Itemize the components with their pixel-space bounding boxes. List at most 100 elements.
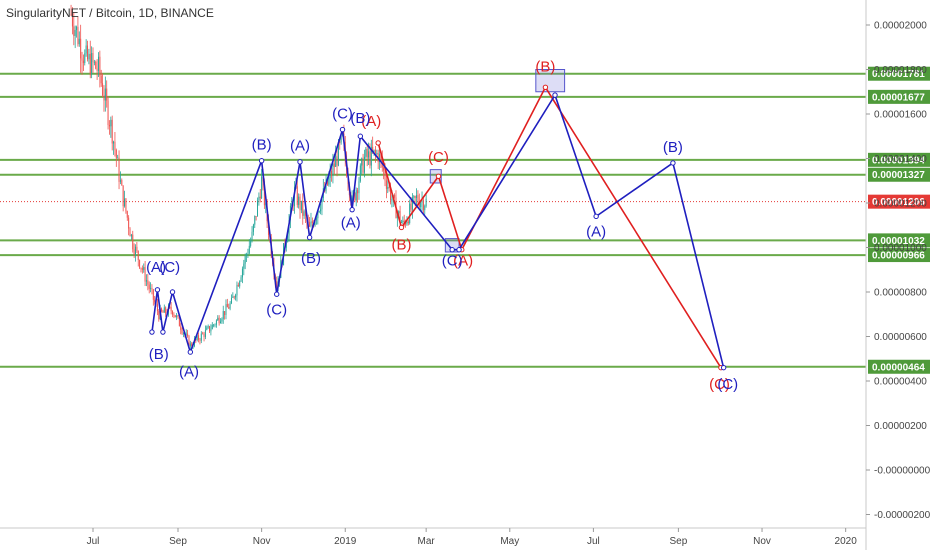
- candle-body: [88, 53, 90, 60]
- candle-body: [388, 187, 390, 188]
- blue-wave-point: [258, 158, 265, 164]
- candle-body: [76, 26, 78, 30]
- blue-wave-point: [449, 247, 455, 253]
- candle-body: [129, 228, 131, 237]
- red-wave-point: [542, 84, 549, 91]
- blue-wave-label: (C): [717, 376, 738, 393]
- blue-wave-line: [151, 93, 725, 368]
- candle-body: [133, 249, 135, 255]
- candle-body: [329, 170, 331, 178]
- candle-body: [172, 311, 174, 315]
- x-tick-label: Jul: [587, 536, 600, 547]
- candle-body: [391, 199, 393, 201]
- candle-body: [421, 200, 423, 203]
- candle-body: [206, 327, 208, 330]
- blue-wave-point: [593, 213, 599, 220]
- candle-body: [385, 180, 387, 189]
- candle-body: [96, 68, 98, 71]
- candle-body: [145, 280, 147, 282]
- candle-body: [328, 177, 330, 185]
- candle-body: [263, 181, 265, 206]
- candle-body: [203, 333, 205, 337]
- candle-body: [154, 299, 156, 303]
- candle-body: [150, 287, 152, 289]
- x-tick-label: Jul: [87, 536, 100, 547]
- candle-body: [300, 200, 302, 211]
- blue-wave-point: [306, 234, 313, 241]
- level-price-badge: [868, 89, 930, 104]
- candle-body: [78, 38, 80, 45]
- red-wave-label: (A): [361, 113, 381, 130]
- candle-body: [311, 221, 313, 224]
- y-tick-label: 0.00000600: [874, 332, 927, 343]
- candle-body: [411, 197, 413, 210]
- candle-body: [188, 335, 190, 347]
- candle-body: [156, 303, 158, 312]
- blue-wave-point: [670, 160, 676, 166]
- blue-wave-label: (B): [350, 110, 370, 127]
- candle-body: [82, 60, 84, 63]
- red-wave-point: [375, 140, 381, 146]
- candle-body: [221, 319, 223, 322]
- candle-body: [100, 75, 102, 84]
- blue-wave-point: [357, 133, 364, 139]
- blue-wave-point: [274, 291, 280, 297]
- level-price-badge: [868, 152, 930, 167]
- candle-body: [261, 176, 263, 199]
- candle-body: [369, 151, 371, 166]
- x-tick-label: 2020: [835, 536, 858, 547]
- candle-body: [144, 267, 146, 282]
- candle-body: [199, 339, 201, 341]
- candle-body: [407, 221, 409, 224]
- blue-wave-label: (C): [159, 259, 180, 276]
- candle-body: [141, 268, 143, 270]
- level-price-label: 0.00001677: [872, 92, 925, 103]
- red-wave-line: [377, 85, 722, 369]
- y-tick-label: -0.00000000: [874, 466, 931, 477]
- candle-body: [182, 333, 184, 335]
- candle-body: [331, 170, 333, 176]
- candle-body: [74, 29, 76, 36]
- x-tick-label: May: [500, 536, 519, 547]
- candle-body: [379, 153, 381, 163]
- target-box: [429, 169, 442, 184]
- candle-body: [413, 196, 415, 198]
- candle-body: [173, 314, 175, 316]
- candle-body: [214, 324, 216, 326]
- candle-body: [97, 56, 99, 71]
- y-tick-label: 0.00001000: [874, 243, 927, 254]
- candle-body: [383, 167, 385, 171]
- blue-wave-label: (A): [341, 214, 361, 231]
- blue-wave-point: [552, 92, 558, 98]
- candle-body: [418, 201, 420, 207]
- candle-body: [302, 200, 304, 216]
- candle-body: [140, 267, 142, 269]
- candle-body: [340, 135, 342, 143]
- candle-body: [370, 146, 372, 166]
- candle-body: [321, 198, 323, 210]
- candle-body: [162, 311, 164, 313]
- candle-body: [89, 53, 91, 75]
- candle-body: [85, 45, 87, 54]
- level-price-badge: [868, 66, 930, 81]
- candle-body: [130, 234, 132, 237]
- candle-body: [174, 315, 176, 318]
- candle-body: [115, 149, 117, 159]
- candle-body: [285, 242, 287, 248]
- candle-body: [202, 333, 204, 335]
- candle-body: [213, 324, 215, 326]
- y-tick-label: 0.00000800: [874, 288, 927, 299]
- current-price-label: 0.00001206: [872, 197, 925, 208]
- horizontal-levels: 0.00001781 0.00001677 0.00001394 0.00001327…: [0, 66, 930, 374]
- blue-wave-label: (A): [146, 259, 166, 276]
- wave-lines: (A)(B)(C)(A)(B)(C)(A)(C)(B)(A)(B)(C)(A)(…: [146, 59, 738, 393]
- candle-body: [70, 13, 72, 15]
- candle-body: [380, 153, 382, 159]
- candle-body: [244, 256, 246, 264]
- x-tick-label: Nov: [753, 536, 771, 547]
- candle-body: [148, 284, 150, 289]
- candle-body: [399, 211, 401, 223]
- candle-body: [258, 196, 260, 201]
- candle-body: [310, 221, 312, 227]
